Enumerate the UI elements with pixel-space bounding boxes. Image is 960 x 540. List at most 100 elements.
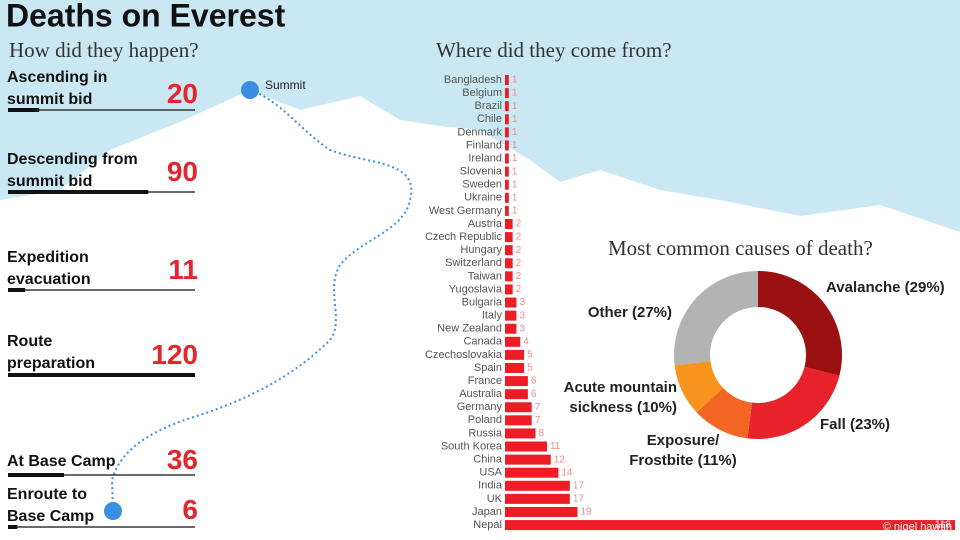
slice <box>674 361 724 413</box>
bar <box>505 284 513 295</box>
slice <box>747 366 840 439</box>
bar <box>505 205 509 216</box>
bar <box>505 480 570 491</box>
y-tick-label: Ukraine <box>464 192 502 204</box>
bar <box>505 166 509 177</box>
slice <box>674 271 758 366</box>
y-tick-label: Belgium <box>462 87 502 99</box>
value-label: 14 <box>561 467 573 478</box>
value-label: 118 <box>935 520 951 531</box>
bar <box>505 140 509 151</box>
title: Deaths on Everest <box>6 0 286 33</box>
y-tick-label: Austria <box>468 218 503 230</box>
value-label: 3 <box>519 323 525 334</box>
y-tick-label: Czech Republic <box>425 231 503 243</box>
bar <box>505 389 528 400</box>
bar <box>8 525 18 529</box>
value-label: 2 <box>516 232 522 243</box>
bar <box>505 415 532 426</box>
y-tick-label: Chile <box>477 113 502 125</box>
stage-value: 20 <box>166 78 198 109</box>
bar <box>505 428 536 439</box>
bar <box>505 192 509 203</box>
slice-label: Other (27%) <box>587 304 672 321</box>
y-tick-label: South Korea <box>441 440 503 452</box>
bar <box>8 373 195 377</box>
y-tick-label: Hungary <box>460 244 502 256</box>
y-tick-label: Sweden <box>462 179 502 191</box>
y-tick-label: Poland <box>468 414 502 426</box>
value-label: 11 <box>550 441 561 452</box>
stage-value: 6 <box>182 494 198 525</box>
bar <box>505 323 517 334</box>
value-label: 2 <box>516 258 522 269</box>
bar <box>505 441 547 452</box>
bar <box>505 402 532 413</box>
y-tick-label: Canada <box>463 336 502 348</box>
bar <box>505 493 570 504</box>
bar <box>505 114 509 125</box>
bar <box>505 75 509 85</box>
value-label: 17 <box>573 494 585 505</box>
y-tick-label: Czechoslovakia <box>425 349 503 361</box>
value-label: 1 <box>512 153 518 164</box>
value-label: 5 <box>527 363 533 374</box>
bar <box>505 297 517 308</box>
y-tick-label: Slovenia <box>460 166 503 178</box>
stage-value: 36 <box>166 444 198 475</box>
value-label: 8 <box>539 428 545 439</box>
value-label: 1 <box>512 179 518 190</box>
y-tick-label: China <box>473 454 503 466</box>
y-tick-label: France <box>468 375 502 387</box>
stage-value: 11 <box>168 254 198 285</box>
bar <box>505 467 559 478</box>
value-label: 2 <box>516 284 522 295</box>
value-label: 1 <box>512 140 518 151</box>
y-tick-label: Germany <box>457 401 503 413</box>
value-label: 2 <box>516 271 522 282</box>
y-tick-label: Taiwan <box>468 270 502 282</box>
value-label: 1 <box>512 192 518 203</box>
value-label: 1 <box>512 114 518 125</box>
stage-label: Enroute to Base Camp <box>7 486 95 525</box>
bar <box>505 101 509 112</box>
value-label: 1 <box>512 75 518 86</box>
base-dot <box>104 502 122 520</box>
y-tick-label: Japan <box>472 506 502 518</box>
slice <box>696 387 752 439</box>
value-label: 7 <box>535 415 541 426</box>
y-tick-label: Bulgaria <box>462 296 503 308</box>
bar <box>505 179 509 190</box>
y-tick-label: Brazil <box>474 100 502 112</box>
bar <box>505 153 509 164</box>
y-tick-label: Ireland <box>468 152 502 164</box>
bar <box>505 232 513 243</box>
subtitle: Where did they come from? <box>436 38 672 62</box>
bar <box>8 108 40 112</box>
value-label: 6 <box>531 389 537 400</box>
stage-value: 120 <box>151 339 198 370</box>
value-label: 1 <box>512 127 518 138</box>
bar <box>505 271 513 282</box>
value-label: 7 <box>535 402 541 413</box>
slice-label: Exposure/ Frostbite (11%) <box>629 432 737 469</box>
y-tick-label: Switzerland <box>445 257 502 269</box>
bar <box>505 310 517 321</box>
bar <box>505 506 578 517</box>
y-tick-label: New Zealand <box>437 323 502 335</box>
bar <box>505 218 513 229</box>
bar <box>505 520 955 531</box>
y-tick-label: Nepal <box>473 519 502 531</box>
value-label: 1 <box>512 166 518 177</box>
value-label: 2 <box>516 219 522 230</box>
y-tick-label: Italy <box>482 310 503 322</box>
summit-label: Summit <box>265 78 306 92</box>
value-label: 1 <box>512 88 518 99</box>
stage-label: At Base Camp <box>7 453 116 470</box>
y-tick-label: India <box>478 480 503 492</box>
value-label: 4 <box>523 336 529 347</box>
y-tick-label: Finland <box>466 139 502 151</box>
bar <box>505 88 509 99</box>
